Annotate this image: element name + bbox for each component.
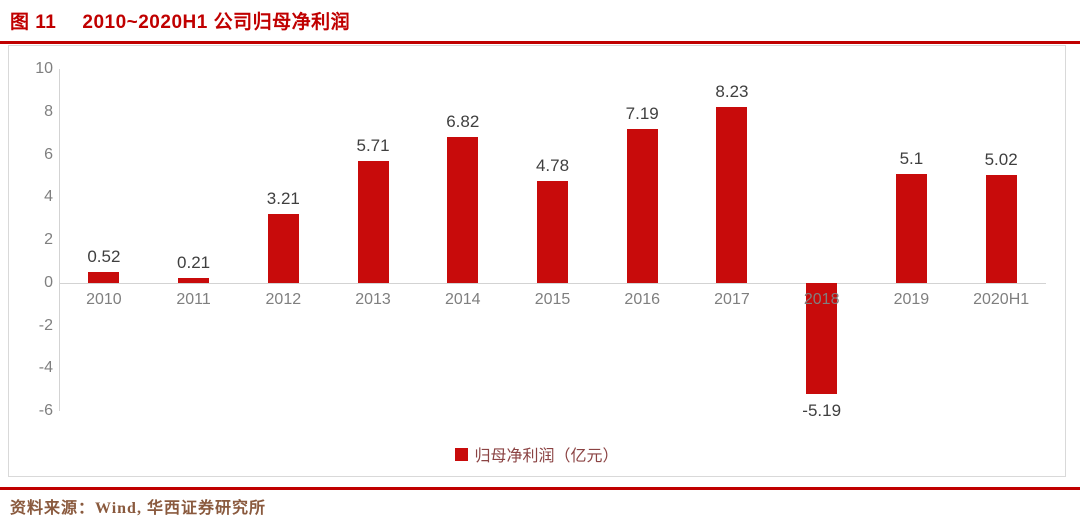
bar — [985, 175, 1017, 283]
y-axis-line — [59, 69, 60, 411]
bar-value-label: 8.23 — [715, 81, 749, 101]
x-category-label: 2015 — [534, 290, 571, 308]
bar — [447, 136, 479, 283]
chart-legend: 归母净利润（亿元） — [9, 442, 1065, 466]
chart-panel: 10 8 6 4 2 0 -2 -4 -6 0.52 2010 0.21 2011 3.21 2012 5.7… — [8, 45, 1066, 477]
x-category-label: 2018 — [803, 290, 840, 308]
x-category-label: 2019 — [893, 290, 930, 308]
data-source-note: 资料来源：Wind, 华西证券研究所 — [10, 500, 266, 517]
y-tick-label: 0 — [44, 273, 53, 291]
bar-value-label: 5.1 — [899, 148, 924, 168]
y-tick-label: 6 — [44, 145, 53, 163]
bar — [88, 271, 120, 283]
x-category-label: 2011 — [176, 290, 211, 308]
x-category-label: 2020H1 — [973, 290, 1030, 308]
x-category-label: 2010 — [86, 290, 122, 308]
figure-number-label: 图 11 — [10, 12, 57, 33]
bar — [267, 214, 299, 283]
legend-series-label: 归母净利润（亿元） — [474, 448, 619, 465]
bar-value-label: 0.52 — [87, 246, 121, 266]
bar — [716, 106, 748, 283]
y-tick-label: 8 — [44, 102, 53, 120]
bar-value-label: 3.21 — [266, 189, 300, 209]
y-tick-label: -4 — [38, 359, 53, 377]
x-category-label: 2017 — [714, 290, 750, 308]
y-tick-label: 4 — [44, 188, 53, 206]
x-axis-zero-line — [59, 282, 1046, 284]
plot-area: 10 8 6 4 2 0 -2 -4 -6 0.52 2010 0.21 2011 3.21 2012 5.7… — [35, 60, 1046, 420]
bar-value-label: 5.02 — [984, 150, 1018, 170]
bar — [357, 160, 389, 283]
bar — [626, 129, 658, 283]
x-category-label: 2016 — [624, 290, 661, 308]
y-tick-label: 2 — [44, 231, 53, 248]
y-tick-label: -6 — [38, 402, 53, 419]
bar-value-label: 6.82 — [446, 111, 480, 131]
bar-value-label: 4.78 — [535, 155, 570, 175]
legend-swatch-icon — [455, 447, 469, 461]
y-tick-label: -2 — [38, 316, 53, 334]
x-category-label: 2014 — [444, 290, 481, 308]
bar-value-label: 5.71 — [356, 135, 390, 155]
y-tick-label: 10 — [35, 60, 53, 77]
figure-title: 图 11 2010~2020H1 公司归母净利润 — [10, 7, 350, 34]
x-category-label: 2012 — [265, 290, 302, 308]
bar — [178, 278, 210, 283]
x-category-label: 2013 — [355, 290, 391, 308]
bar — [806, 282, 838, 394]
top-divider-line — [0, 41, 1080, 44]
bar-value-label: 0.21 — [177, 253, 211, 273]
bottom-divider-line — [0, 487, 1080, 490]
bar-value-label: -5.19 — [802, 400, 842, 420]
bar-value-label: 7.19 — [625, 104, 659, 124]
figure-title-text: 2010~2020H1 公司归母净利润 — [82, 12, 351, 33]
bar — [537, 180, 568, 283]
bar — [895, 173, 927, 283]
